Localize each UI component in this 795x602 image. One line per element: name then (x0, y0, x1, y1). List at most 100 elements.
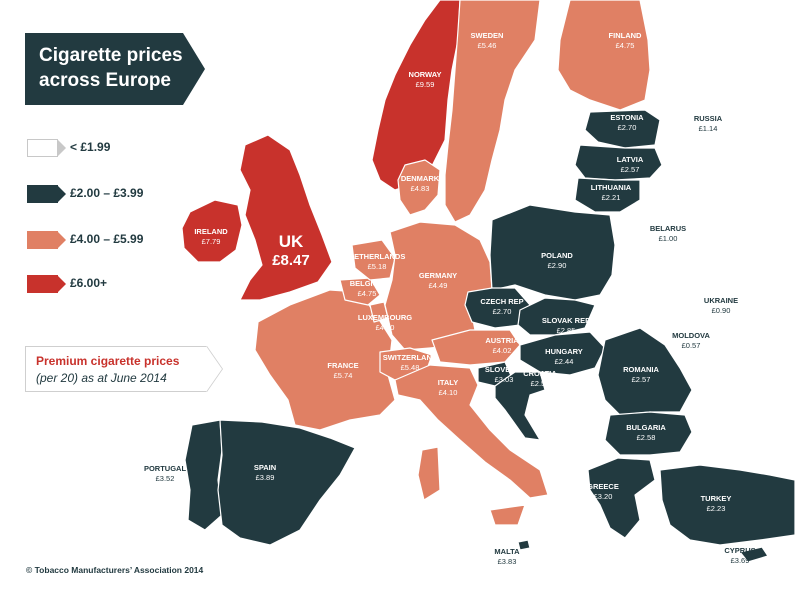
country-shape (339, 277, 381, 306)
country-price-label: £2.90 (548, 261, 567, 270)
note-box: Premium cigarette prices (per 20) as at … (25, 346, 207, 392)
country-name-label: BELGIUM (350, 279, 385, 288)
title-banner: Cigarette prices across Europe (25, 33, 205, 105)
country-name-label: RUSSIA (694, 114, 723, 123)
country-price-label: £5.18 (368, 262, 387, 271)
legend-swatch (27, 185, 66, 203)
country-shape (517, 297, 596, 336)
country-price-label: £9.59 (416, 80, 435, 89)
country-price-label: £3.20 (594, 492, 613, 501)
country-price-label: £2.85 (557, 326, 576, 335)
country-name-label: TURKEY (701, 494, 732, 503)
country-price-label: £5.48 (401, 363, 420, 372)
country-price-label: £3.89 (256, 473, 275, 482)
country-price-label: £3.52 (156, 474, 175, 483)
country-shape (519, 331, 606, 376)
country-shape (517, 539, 531, 551)
country-price-label: £2.57 (621, 165, 640, 174)
legend-label: £6.00+ (70, 276, 108, 290)
country-shape (574, 144, 663, 181)
country-name-label: SWEDEN (471, 31, 504, 40)
country-shape (217, 419, 356, 546)
country-name-label: UK (279, 232, 304, 251)
country-price-label: £5.46 (478, 41, 497, 50)
country-name-label: AUSTRIA (485, 336, 519, 345)
note-title: Premium cigarette prices (36, 354, 180, 368)
country-shape (371, 0, 461, 191)
legend-swatch (27, 231, 66, 249)
country-name-label: GREECE (587, 482, 619, 491)
country-name-label: CZECH REP (480, 297, 523, 306)
country-shape (397, 159, 441, 216)
country-price-label: £4.10 (439, 388, 458, 397)
country-shape (184, 419, 223, 531)
country-name-label: NETHERLANDS (349, 252, 406, 261)
country-name-label: GERMANY (419, 271, 457, 280)
country-price-label: £2.58 (531, 379, 550, 388)
country-name-label: NORWAY (409, 70, 442, 79)
country-shape (589, 254, 743, 351)
country-price-label: £4.10 (376, 323, 395, 332)
country-price-label: £3.83 (498, 557, 517, 566)
country-price-label: £2.44 (555, 357, 574, 366)
country-price-label: £3.03 (495, 375, 514, 384)
country-name-label: LITHUANIA (591, 183, 632, 192)
country-name-label: MOLDOVA (672, 331, 710, 340)
legend-item: £2.00 – £3.99 (27, 185, 227, 205)
country-shape (659, 464, 795, 546)
country-name-label: FRANCE (327, 361, 358, 370)
legend-item: < £1.99 (27, 139, 227, 159)
country-price-label: £4.02 (493, 346, 512, 355)
country-shape (557, 0, 651, 111)
legend-swatch (27, 275, 66, 293)
country-shape (604, 411, 693, 456)
legend-label: £2.00 – £3.99 (70, 186, 144, 200)
country-name-label: CROATIA (523, 369, 557, 378)
country-price-label: £2.23 (707, 504, 726, 513)
country-shape (181, 199, 243, 263)
country-price-label: £2.70 (618, 123, 637, 132)
country-price-label: £5.74 (334, 371, 353, 380)
country-price-label: £7.79 (202, 237, 221, 246)
legend-item: £4.00 – £5.99 (27, 231, 227, 251)
legend-swatch (27, 139, 66, 157)
country-shape (587, 457, 656, 539)
country-name-label: BELARUS (650, 224, 686, 233)
country-name-label: IRELAND (194, 227, 228, 236)
country-name-label: SLOVAK REP (542, 316, 590, 325)
legend-item: £6.00+ (27, 275, 227, 295)
country-price-label: £1.00 (659, 234, 678, 243)
country-name-label: ITALY (438, 378, 458, 387)
country-name-label: DENMARK (401, 174, 440, 183)
country-price-label: £2.70 (493, 307, 512, 316)
country-name-label: SPAIN (254, 463, 276, 472)
country-shape (584, 109, 661, 149)
country-price-label: £4.49 (429, 281, 448, 290)
country-name-label: BULGARIA (626, 423, 666, 432)
legend-label: < £1.99 (70, 140, 111, 154)
country-name-label: POLAND (541, 251, 573, 260)
sicily-shape (489, 504, 526, 526)
country-shape (394, 364, 549, 499)
country-shape (494, 371, 546, 441)
country-price-label: £2.57 (632, 375, 651, 384)
country-name-label: PORTUGAL (144, 464, 187, 473)
country-price-label: £4.75 (358, 289, 377, 298)
country-price-label: £1.14 (699, 124, 718, 133)
country-name-label: ROMANIA (623, 365, 659, 374)
country-name-label: UKRAINE (704, 296, 738, 305)
country-shape (574, 177, 641, 213)
country-price-label: £3.69 (731, 556, 750, 565)
country-shape (351, 239, 396, 281)
country-name-label: HUNGARY (545, 347, 583, 356)
country-name-label: FINLAND (609, 31, 642, 40)
country-price-label: £2.58 (637, 433, 656, 442)
note-subtitle: (per 20) as at June 2014 (36, 371, 167, 385)
country-name-label: SLOVENIA (485, 365, 524, 374)
country-price-label: £4.83 (411, 184, 430, 193)
country-shape (444, 0, 541, 223)
country-price-label: £0.90 (712, 306, 731, 315)
legend-label: £4.00 – £5.99 (70, 232, 144, 246)
country-shape (431, 329, 521, 366)
